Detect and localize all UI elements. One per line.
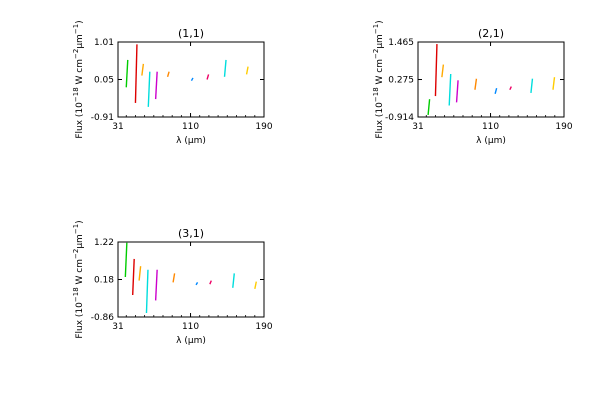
y-axis-label-part: −1 xyxy=(372,24,380,34)
data-segment-2 xyxy=(134,44,138,103)
y-axis-label: Flux (10−18 W cm−2μm−1) xyxy=(72,220,85,338)
y-tick-label: -0.86 xyxy=(91,313,115,323)
data-segment-7 xyxy=(190,77,194,82)
panel-3: (3,1) 31 110 190 1.22 0.18 -0.86 λ (μm) Flux (10… xyxy=(72,220,273,346)
data-segment-6 xyxy=(474,78,478,90)
y-axis-label-part: W cm xyxy=(75,259,85,287)
data-segment-2 xyxy=(131,258,135,296)
y-axis-label-part: ) xyxy=(75,220,85,224)
data-segment-1 xyxy=(124,242,128,278)
data-segment-10 xyxy=(245,66,249,75)
y-axis-label: Flux (10−18 W cm−2μm−1) xyxy=(372,20,385,138)
x-axis-label: λ (μm) xyxy=(176,336,206,346)
plot-frame xyxy=(417,41,565,118)
x-tick-label: 110 xyxy=(182,122,199,132)
y-tick-label: 0.18 xyxy=(94,276,114,286)
y-axis-label-part: ) xyxy=(375,20,385,24)
y-axis-label-part: Flux (10 xyxy=(75,102,85,139)
y-tick-label: 1.465 xyxy=(388,38,414,48)
y-axis-label-part: −2 xyxy=(372,49,380,59)
data-segment-6 xyxy=(172,273,176,283)
y-axis-label-part: −18 xyxy=(372,87,380,102)
y-axis-label-part: Flux (10 xyxy=(375,102,385,139)
data-segment-3 xyxy=(141,63,145,76)
y-axis-label-part: μm xyxy=(375,34,385,49)
x-axis-label: λ (μm) xyxy=(476,136,506,146)
panel-1: (1,1) 31 110 190 1.01 0.05 -0.91 λ (μm) Flux (10… xyxy=(72,20,273,146)
y-axis-label-part: −18 xyxy=(72,87,80,102)
data-segment-5 xyxy=(154,71,158,100)
y-tick-label: 0.275 xyxy=(388,76,414,86)
y-axis-label-part: −2 xyxy=(72,49,80,59)
y-axis-label-part: Flux (10 xyxy=(75,302,85,339)
y-tick-label: -0.914 xyxy=(385,113,414,123)
data-segment-3 xyxy=(138,266,142,281)
x-tick-label: 110 xyxy=(482,122,499,132)
panel-2: (2,1) 31 110 190 1.465 0.275 -0.914 λ (μm) Flux … xyxy=(372,20,573,146)
y-axis-label-part: W cm xyxy=(375,59,385,87)
data-segment-4 xyxy=(448,73,452,106)
panel-title: (3,1) xyxy=(178,227,204,240)
y-axis-label-part: −18 xyxy=(72,287,80,302)
y-axis-label-part: μm xyxy=(75,234,85,249)
y-tick-label: 1.01 xyxy=(94,38,114,48)
data-segment-10 xyxy=(254,281,258,290)
x-tick-label: 31 xyxy=(112,122,123,132)
data-segment-1 xyxy=(427,99,431,116)
data-segment-5 xyxy=(455,80,459,103)
x-tick-label: 190 xyxy=(555,122,572,132)
x-tick-label: 31 xyxy=(112,322,123,332)
y-axis-label-part: −2 xyxy=(72,249,80,259)
x-axis-label: λ (μm) xyxy=(176,136,206,146)
data-segment-10 xyxy=(552,77,556,90)
data-segment-4 xyxy=(147,71,151,107)
y-tick-label: 0.05 xyxy=(94,76,114,86)
panel-title: (1,1) xyxy=(178,27,204,40)
data-segment-8 xyxy=(206,74,210,80)
y-axis-label-part: −1 xyxy=(72,24,80,34)
x-tick-label: 190 xyxy=(255,322,272,332)
x-tick-label: 31 xyxy=(412,122,423,132)
data-segment-8 xyxy=(209,280,212,285)
data-segment-1 xyxy=(125,59,129,88)
data-segment-6 xyxy=(166,71,170,77)
data-segment-5 xyxy=(154,269,158,301)
data-segment-4 xyxy=(145,269,149,314)
y-axis-label-part: −1 xyxy=(72,224,80,234)
y-axis-label-part: W cm xyxy=(75,59,85,87)
data-segment-9 xyxy=(530,78,534,93)
data-segment-7 xyxy=(494,88,498,95)
data-segment-8 xyxy=(509,86,512,91)
y-axis-label-part: ) xyxy=(75,20,85,24)
data-segment-2 xyxy=(434,44,438,97)
y-tick-label: -0.91 xyxy=(91,113,114,123)
y-axis-label: Flux (10−18 W cm−2μm−1) xyxy=(72,20,85,138)
y-axis-label-part: μm xyxy=(75,34,85,49)
plot-frame xyxy=(117,41,265,118)
data-segment-7 xyxy=(195,282,199,286)
y-tick-label: 1.22 xyxy=(94,238,114,248)
data-segment-9 xyxy=(232,273,235,288)
x-tick-label: 110 xyxy=(182,322,199,332)
panel-title: (2,1) xyxy=(478,27,504,40)
x-tick-label: 190 xyxy=(255,122,272,132)
data-segment-9 xyxy=(223,59,227,77)
data-segment-3 xyxy=(441,64,445,78)
